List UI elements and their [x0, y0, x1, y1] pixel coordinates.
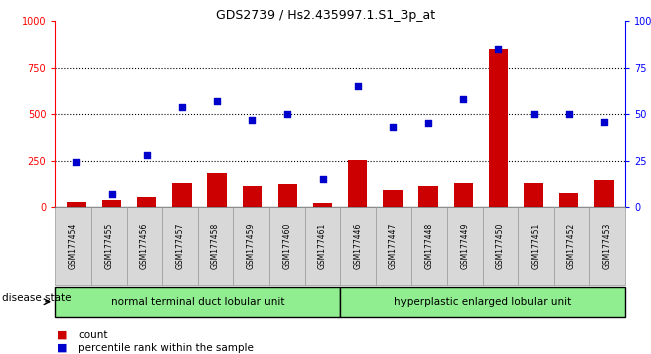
Bar [243, 186, 262, 207]
Point [317, 176, 327, 182]
Point [176, 104, 187, 110]
Bar [559, 193, 578, 207]
Point [458, 96, 469, 102]
Bar [454, 183, 473, 207]
Text: GSM177459: GSM177459 [247, 223, 256, 269]
Text: GSM177450: GSM177450 [496, 223, 505, 269]
Text: percentile rank within the sample: percentile rank within the sample [78, 343, 254, 353]
Bar [278, 184, 297, 207]
Point [212, 98, 222, 104]
Bar [348, 160, 367, 207]
Bar [173, 183, 191, 207]
Text: hyperplastic enlarged lobular unit: hyperplastic enlarged lobular unit [394, 297, 571, 307]
Bar [137, 197, 156, 207]
Point [353, 84, 363, 89]
Text: GSM177452: GSM177452 [567, 223, 576, 269]
Text: GSM177451: GSM177451 [531, 223, 540, 269]
Text: GSM177453: GSM177453 [603, 223, 612, 269]
Point [282, 111, 292, 117]
Bar [313, 203, 332, 207]
Text: GSM177455: GSM177455 [104, 223, 113, 269]
Bar [594, 180, 613, 207]
Text: normal terminal duct lobular unit: normal terminal duct lobular unit [111, 297, 284, 307]
Text: GSM177457: GSM177457 [175, 223, 184, 269]
Bar [383, 190, 402, 207]
Text: GSM177449: GSM177449 [460, 223, 469, 269]
Point [529, 111, 539, 117]
Bar [208, 173, 227, 207]
Bar [67, 201, 86, 207]
Text: count: count [78, 330, 107, 339]
Point [599, 119, 609, 125]
Text: ■: ■ [57, 330, 68, 339]
Text: GDS2739 / Hs2.435997.1.S1_3p_at: GDS2739 / Hs2.435997.1.S1_3p_at [216, 9, 435, 22]
Text: GSM177454: GSM177454 [68, 223, 77, 269]
Bar [102, 200, 121, 207]
Bar [419, 186, 437, 207]
Text: GSM177461: GSM177461 [318, 223, 327, 269]
Text: disease state: disease state [2, 292, 72, 303]
Text: ■: ■ [57, 343, 68, 353]
Point [564, 111, 574, 117]
Bar [489, 49, 508, 207]
Text: GSM177447: GSM177447 [389, 223, 398, 269]
Point [106, 191, 117, 197]
Point [423, 121, 434, 126]
Point [247, 117, 257, 122]
Point [493, 46, 504, 52]
Text: GSM177458: GSM177458 [211, 223, 220, 269]
Text: GSM177456: GSM177456 [140, 223, 149, 269]
Text: GSM177448: GSM177448 [424, 223, 434, 269]
Bar [524, 183, 543, 207]
Point [388, 124, 398, 130]
Text: GSM177446: GSM177446 [353, 223, 363, 269]
Point [141, 152, 152, 158]
Text: GSM177460: GSM177460 [283, 223, 291, 269]
Point [71, 160, 81, 165]
